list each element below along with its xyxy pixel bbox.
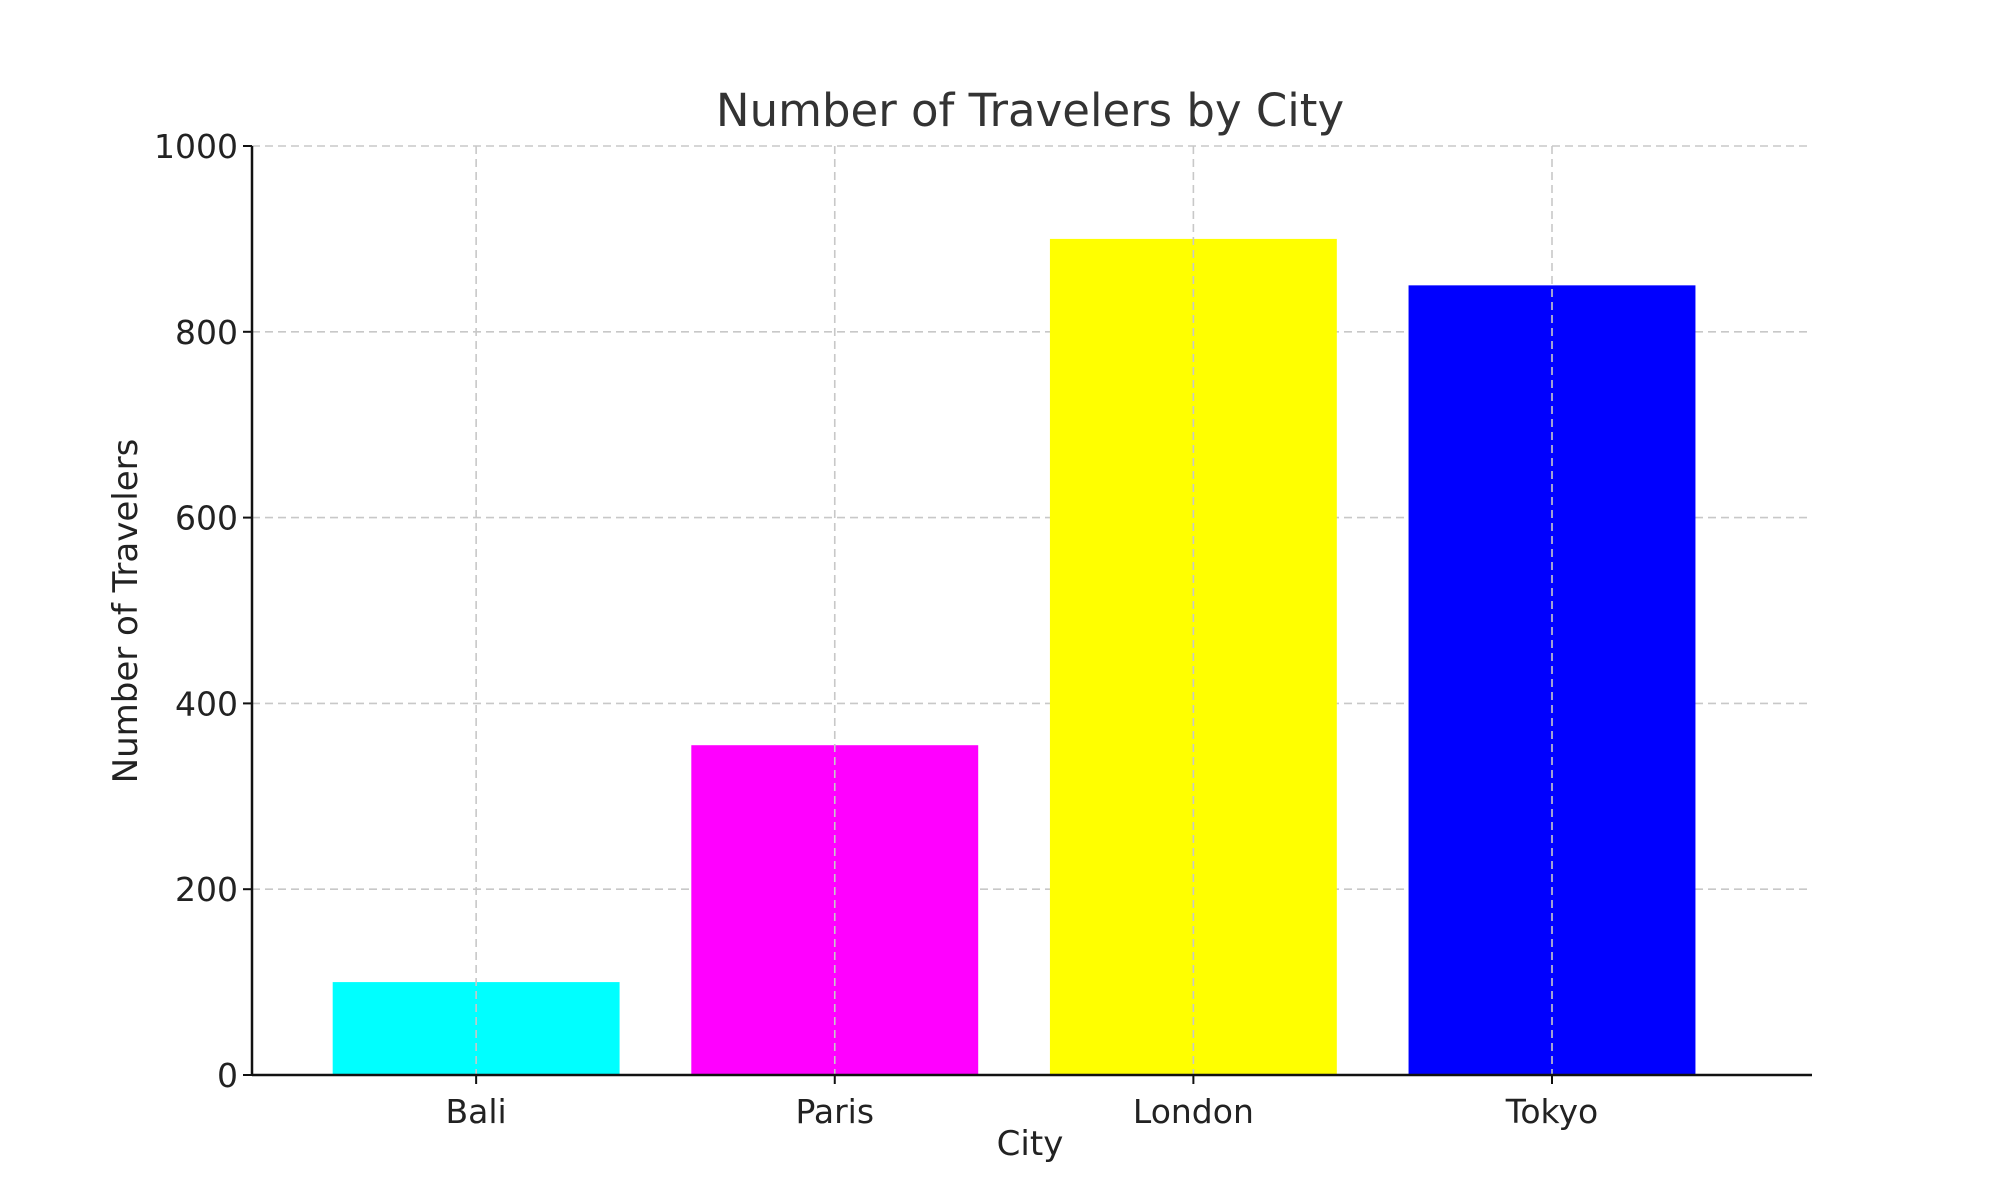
- y-tick-label: 200: [175, 870, 238, 909]
- tick-layer: 0 200 400 600 800 1000 Bali Paris London Tokyo: [154, 127, 1598, 1131]
- vertical-grid-layer: [475, 146, 1553, 1075]
- chart-title: Number of Travelers by City: [716, 84, 1344, 137]
- bar-paris: [691, 745, 979, 1075]
- y-tick-label: 400: [175, 684, 238, 723]
- y-axis-label: Number of Travelers: [106, 439, 146, 784]
- x-tick-label-paris: Paris: [795, 1092, 874, 1131]
- x-tick-label-tokyo: Tokyo: [1505, 1092, 1598, 1131]
- x-tick-label-london: London: [1133, 1092, 1254, 1131]
- y-tick-label: 1000: [154, 127, 238, 166]
- x-axis-label: City: [997, 1124, 1064, 1164]
- y-tick-label: 800: [175, 313, 238, 352]
- y-tick-label: 0: [217, 1056, 238, 1095]
- y-tick-label: 600: [175, 499, 238, 538]
- x-tick-label-bali: Bali: [446, 1092, 507, 1131]
